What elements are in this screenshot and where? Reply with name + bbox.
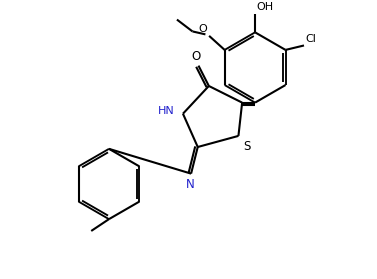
Text: O: O	[191, 50, 200, 63]
Text: O: O	[198, 24, 207, 34]
Text: N: N	[186, 178, 195, 191]
Text: Cl: Cl	[306, 34, 317, 44]
Text: HN: HN	[158, 107, 175, 117]
Text: OH: OH	[256, 2, 273, 12]
Text: S: S	[244, 140, 251, 153]
